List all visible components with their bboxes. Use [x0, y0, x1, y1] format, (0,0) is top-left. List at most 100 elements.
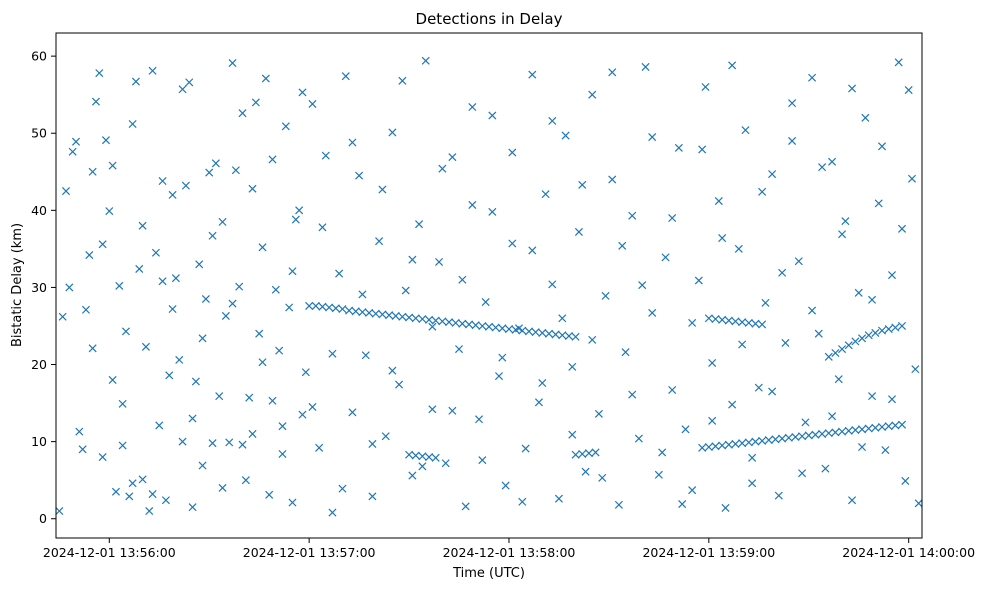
data-point	[358, 308, 367, 317]
data-point	[508, 148, 517, 157]
data-point	[854, 288, 863, 297]
data-point	[638, 281, 647, 290]
data-point	[478, 456, 487, 465]
data-point	[425, 315, 434, 324]
data-point	[788, 136, 797, 145]
data-point	[901, 476, 910, 485]
data-point	[75, 427, 84, 436]
data-point	[728, 61, 737, 70]
data-point	[864, 331, 873, 340]
data-point	[704, 442, 713, 452]
data-point	[421, 56, 430, 65]
data-point	[378, 185, 387, 194]
data-point	[784, 433, 793, 442]
data-point	[158, 277, 167, 286]
data-point	[68, 147, 77, 156]
data-point	[258, 243, 267, 252]
data-point	[911, 365, 920, 374]
data-point	[464, 320, 474, 329]
data-point	[897, 420, 907, 429]
data-point	[851, 337, 860, 346]
data-point	[548, 116, 557, 125]
data-point	[58, 312, 67, 321]
data-point	[871, 423, 880, 432]
x-tick-label: 2024-12-01 13:56:00	[43, 545, 176, 560]
data-point	[298, 88, 307, 97]
data-point	[405, 450, 414, 459]
data-point	[361, 351, 370, 360]
data-point	[391, 311, 400, 320]
data-point	[275, 346, 284, 355]
data-point	[215, 392, 224, 401]
data-point	[238, 440, 247, 449]
data-point	[348, 408, 357, 417]
data-point	[125, 492, 134, 501]
data-point	[848, 496, 857, 505]
data-point	[145, 506, 154, 516]
y-tick-label: 60	[31, 49, 47, 64]
data-point	[71, 137, 81, 146]
data-point	[315, 443, 324, 452]
data-point	[91, 97, 100, 106]
data-point	[268, 155, 277, 164]
data-point	[754, 383, 763, 392]
data-point	[558, 314, 567, 323]
data-point	[98, 240, 107, 249]
data-point	[718, 441, 727, 450]
data-point	[478, 321, 487, 331]
x-tick-label: 2024-12-01 13:59:00	[642, 545, 775, 560]
data-point	[488, 207, 497, 216]
data-point	[698, 145, 707, 154]
data-point	[198, 334, 207, 343]
data-point	[131, 77, 140, 86]
data-point	[808, 73, 817, 82]
data-point	[221, 311, 230, 320]
data-point	[78, 445, 87, 454]
data-point	[271, 285, 280, 294]
data-point	[544, 329, 553, 338]
data-point	[278, 449, 287, 458]
data-point	[408, 471, 417, 480]
data-point	[791, 432, 800, 442]
data-point	[844, 426, 853, 435]
data-point	[724, 316, 733, 325]
x-tick-label: 2024-12-01 13:58:00	[443, 545, 576, 560]
data-point	[738, 439, 747, 448]
data-point	[438, 164, 447, 173]
data-point	[321, 151, 330, 160]
data-point	[891, 421, 900, 430]
data-point	[311, 301, 320, 310]
data-point	[568, 430, 577, 439]
data-point	[748, 479, 757, 488]
data-point	[834, 375, 843, 384]
data-point	[718, 234, 727, 243]
data-point	[864, 424, 873, 433]
data-point	[554, 494, 563, 503]
data-point	[448, 153, 457, 162]
data-point	[331, 304, 340, 313]
data-point	[824, 352, 833, 361]
data-point	[148, 66, 157, 75]
data-point	[168, 304, 177, 314]
y-tick-label: 40	[31, 203, 47, 218]
data-point	[301, 368, 310, 377]
data-point	[128, 479, 137, 488]
data-point	[838, 345, 847, 354]
data-point	[508, 239, 517, 248]
x-axis-label: Time (UTC)	[452, 566, 525, 581]
data-point	[681, 425, 690, 434]
data-point	[398, 312, 407, 321]
data-point	[268, 396, 277, 405]
data-point	[105, 207, 114, 216]
data-point	[241, 476, 250, 485]
data-point	[351, 307, 360, 316]
data-point	[88, 167, 97, 176]
data-point	[778, 268, 787, 277]
data-point	[618, 241, 627, 250]
plot-frame	[55, 32, 923, 539]
data-point	[318, 223, 327, 232]
data-point	[255, 329, 264, 338]
data-point	[778, 434, 787, 443]
data-point	[914, 499, 923, 508]
data-point	[228, 59, 237, 68]
